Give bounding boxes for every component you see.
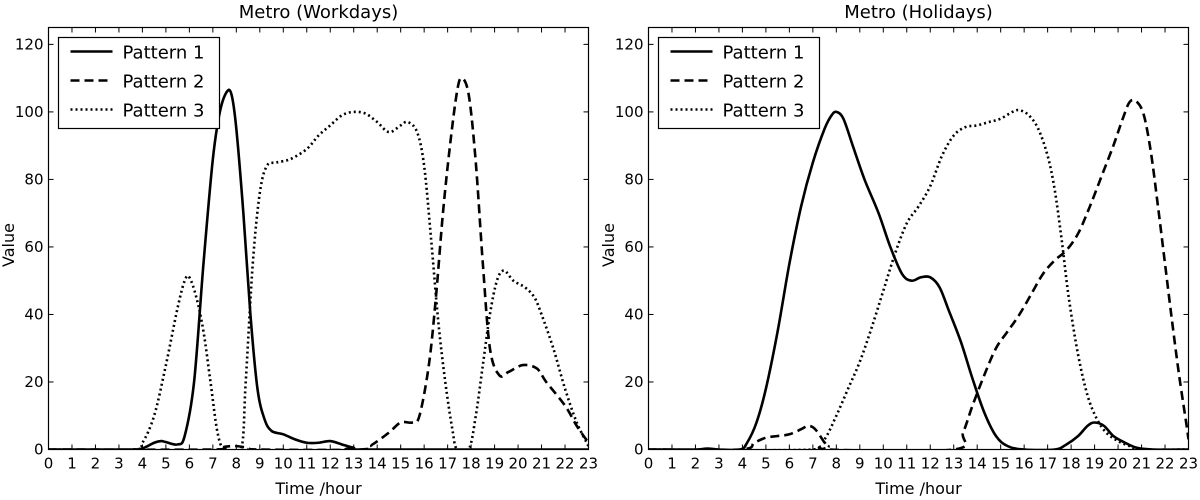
legend-label-pattern-1: Pattern 1: [123, 43, 205, 64]
x-tick-label: 8: [232, 455, 242, 473]
y-tick-label: 120: [15, 35, 44, 53]
legend-label-pattern-3: Pattern 3: [123, 101, 205, 122]
legend: Pattern 1 Pattern 2 Pattern 3: [657, 36, 821, 130]
x-tick-label: 20: [1109, 455, 1128, 473]
legend-label-pattern-2: Pattern 2: [123, 72, 205, 93]
y-tick-label: 40: [624, 305, 643, 323]
y-tick-label: 80: [624, 170, 643, 188]
x-tick-label: 12: [321, 455, 340, 473]
x-tick-label: 10: [874, 455, 893, 473]
chart-title: Metro (Workdays): [239, 2, 399, 23]
x-tick-label: 5: [161, 455, 171, 473]
x-tick-label: 16: [415, 455, 434, 473]
plot-area: [647, 26, 1190, 451]
x-tick-label: 4: [738, 455, 748, 473]
x-tick-label: 8: [832, 455, 842, 473]
x-tick-label: 3: [114, 455, 124, 473]
x-tick-label: 9: [255, 455, 265, 473]
x-tick-label: 7: [208, 455, 218, 473]
legend-label-pattern-2: Pattern 2: [723, 72, 805, 93]
x-tick-label: 10: [274, 455, 293, 473]
x-tick-label: 22: [1155, 455, 1174, 473]
legend-label-pattern-3: Pattern 3: [723, 101, 805, 122]
y-tick-label: 100: [615, 103, 644, 121]
x-tick-label: 23: [1179, 455, 1198, 473]
x-tick-label: 1: [667, 455, 677, 473]
x-tick-label: 4: [138, 455, 148, 473]
legend-label-pattern-1: Pattern 1: [723, 43, 805, 64]
x-tick-label: 2: [91, 455, 101, 473]
y-axis-label: Value: [599, 223, 618, 267]
x-tick-label: 19: [485, 455, 504, 473]
x-tick-label: 14: [368, 455, 387, 473]
x-tick-label: 15: [991, 455, 1010, 473]
x-tick-label: 19: [1085, 455, 1104, 473]
x-tick-label: 5: [761, 455, 771, 473]
x-tick-label: 0: [644, 455, 654, 473]
x-tick-label: 13: [344, 455, 363, 473]
series-line-pattern-3: [48, 110, 589, 450]
x-tick-label: 16: [1015, 455, 1034, 473]
y-tick-label: 60: [624, 238, 643, 256]
y-tick-label: 80: [24, 170, 43, 188]
x-tick-label: 2: [691, 455, 701, 473]
y-tick-label: 0: [34, 441, 44, 459]
x-tick-label: 18: [462, 455, 481, 473]
chart-title: Metro (Holidays): [844, 2, 992, 23]
series-line-pattern-2: [648, 98, 1189, 450]
x-tick-label: 9: [855, 455, 865, 473]
x-tick-label: 11: [897, 455, 916, 473]
y-tick-label: 20: [624, 373, 643, 391]
x-tick-label: 17: [1038, 455, 1057, 473]
x-tick-label: 17: [438, 455, 457, 473]
x-tick-label: 21: [532, 455, 551, 473]
x-tick-label: 23: [579, 455, 598, 473]
y-tick-label: 0: [634, 441, 644, 459]
y-tick-label: 20: [24, 373, 43, 391]
x-tick-label: 21: [1132, 455, 1151, 473]
x-tick-label: 6: [785, 455, 795, 473]
legend: Pattern 1 Pattern 2 Pattern 3: [57, 36, 221, 130]
y-tick-label: 40: [24, 305, 43, 323]
x-tick-label: 22: [555, 455, 574, 473]
x-axis-label: Time /hour: [874, 479, 962, 498]
y-tick-label: 100: [15, 103, 44, 121]
plot-area: [47, 26, 590, 451]
x-axis-label: Time /hour: [274, 479, 362, 498]
y-tick-label: 120: [615, 35, 644, 53]
x-tick-label: 11: [297, 455, 316, 473]
x-tick-label: 3: [714, 455, 724, 473]
x-tick-label: 1: [67, 455, 77, 473]
x-tick-label: 12: [921, 455, 940, 473]
y-tick-label: 60: [24, 238, 43, 256]
x-tick-label: 14: [968, 455, 987, 473]
series-line-pattern-1: [48, 88, 589, 450]
x-tick-label: 20: [509, 455, 528, 473]
x-tick-label: 15: [391, 455, 410, 473]
series-line-pattern-2: [48, 76, 589, 450]
x-tick-label: 7: [808, 455, 818, 473]
x-tick-label: 18: [1062, 455, 1081, 473]
x-tick-label: 0: [44, 455, 54, 473]
y-axis-label: Value: [0, 223, 18, 267]
series-line-pattern-1: [648, 110, 1189, 450]
series-line-pattern-3: [648, 108, 1189, 450]
x-tick-label: 6: [185, 455, 195, 473]
x-tick-label: 13: [944, 455, 963, 473]
